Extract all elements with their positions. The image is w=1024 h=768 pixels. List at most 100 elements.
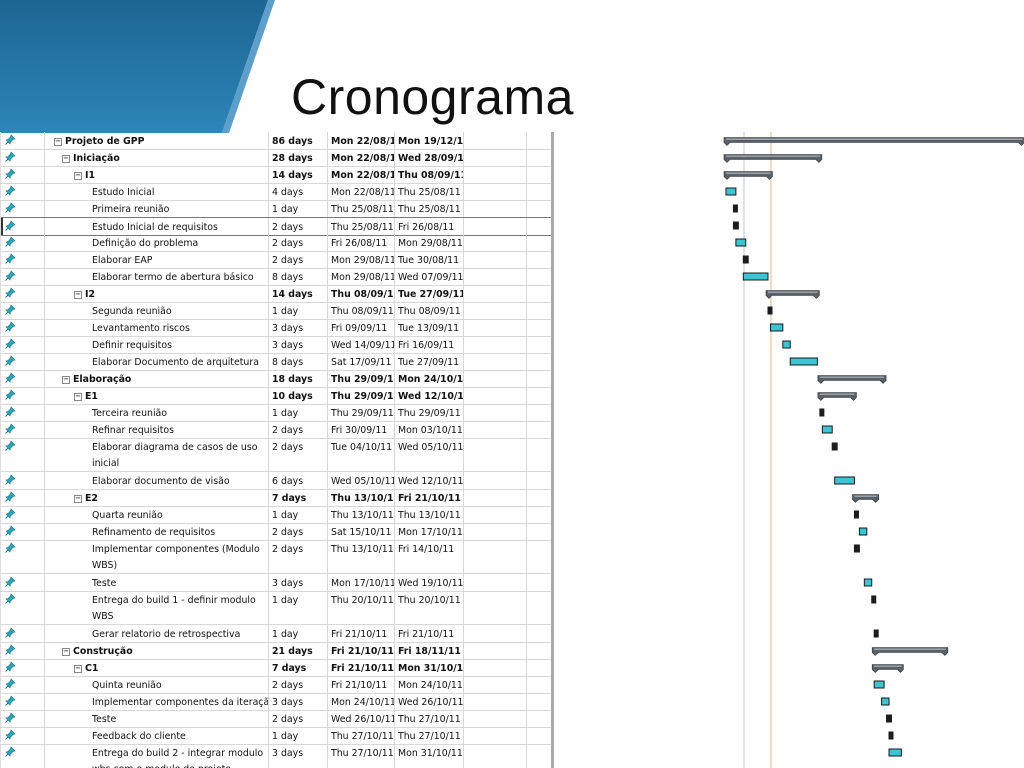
task-resources[interactable] (527, 727, 554, 744)
task-row[interactable]: Elaborar diagrama de casos de uso inicia… (1, 438, 554, 472)
gantt-task-bar[interactable] (725, 187, 737, 196)
task-resources[interactable] (527, 166, 554, 183)
task-predecessors[interactable] (464, 744, 527, 768)
task-row[interactable]: Quarta reunião 1 day Thu 13/10/11 Thu 13/10… (1, 506, 554, 524)
task-finish[interactable]: Thu 27/10/11 (395, 727, 464, 744)
task-start[interactable]: Thu 13/10/11 (328, 506, 395, 523)
task-predecessors[interactable] (464, 285, 527, 302)
task-predecessors[interactable] (464, 319, 527, 336)
task-duration[interactable]: 7 days (269, 489, 328, 506)
task-finish[interactable]: Thu 25/08/11 (395, 183, 464, 200)
gantt-task-bar[interactable] (834, 476, 855, 485)
task-row[interactable]: Segunda reunião 1 day Thu 08/09/11 Thu 08/0… (1, 302, 554, 320)
task-predecessors[interactable] (464, 370, 527, 387)
task-predecessors[interactable] (464, 268, 527, 285)
gantt-task-bar[interactable] (789, 357, 818, 366)
task-row[interactable]: − Elaboração 18 days Thu 29/09/11 Mon 24/10/… (1, 370, 554, 388)
task-finish[interactable]: Wed 07/09/11 (395, 268, 464, 285)
task-start[interactable]: Sat 15/10/11 (328, 523, 395, 540)
task-resources[interactable] (527, 591, 554, 624)
task-predecessors[interactable] (464, 149, 527, 166)
gantt-task-bar[interactable] (732, 221, 739, 230)
task-start[interactable]: Thu 29/09/11 (328, 387, 395, 404)
task-name-cell[interactable]: Elaborar termo de abertura básico (45, 268, 269, 285)
task-row[interactable]: Elaborar termo de abertura básico 8 days M… (1, 268, 554, 286)
gantt-task-bar[interactable] (888, 748, 902, 757)
task-predecessors[interactable] (464, 693, 527, 710)
task-start[interactable]: Thu 13/10/11 (328, 489, 395, 506)
task-finish[interactable]: Mon 03/10/11 (395, 421, 464, 438)
task-resources[interactable] (527, 693, 554, 710)
task-predecessors[interactable] (464, 676, 527, 693)
task-duration[interactable]: 3 days (269, 744, 328, 768)
task-finish[interactable]: Mon 24/10/11 (395, 676, 464, 693)
task-start[interactable]: Mon 17/10/11 (328, 574, 395, 591)
task-row[interactable]: Elaborar Documento de arquitetura 8 days S… (1, 353, 554, 371)
task-name-cell[interactable]: Quinta reunião (45, 676, 269, 693)
task-finish[interactable]: Mon 29/08/11 (395, 234, 464, 251)
task-predecessors[interactable] (464, 200, 527, 217)
task-start[interactable]: Mon 22/08/11 (328, 132, 395, 149)
task-predecessors[interactable] (464, 540, 527, 573)
task-duration[interactable]: 2 days (269, 251, 328, 268)
task-name-cell[interactable]: − Construção (45, 642, 269, 659)
task-row[interactable]: Elaborar EAP 2 days Mon 29/08/11 Tue 30/08/… (1, 251, 554, 269)
task-duration[interactable]: 7 days (269, 659, 328, 676)
task-duration[interactable]: 28 days (269, 149, 328, 166)
task-name-cell[interactable]: Teste (45, 574, 269, 591)
task-predecessors[interactable] (464, 353, 527, 370)
task-resources[interactable] (527, 132, 554, 149)
task-resources[interactable] (527, 438, 554, 471)
task-finish[interactable]: Wed 19/10/11 (395, 574, 464, 591)
task-name-cell[interactable]: Entrega do build 1 - definir modulo WBS (45, 591, 269, 624)
task-resources[interactable] (527, 659, 554, 676)
gantt-task-bar[interactable] (863, 578, 873, 587)
task-resources[interactable] (527, 489, 554, 506)
task-row[interactable]: Definir requisitos 3 days Wed 14/09/11 Fri … (1, 336, 554, 354)
task-start[interactable]: Wed 26/10/11 (328, 710, 395, 727)
task-name-cell[interactable]: Quarta reunião (45, 506, 269, 523)
collapse-icon[interactable]: − (74, 392, 82, 401)
task-start[interactable]: Thu 25/08/11 (328, 218, 395, 235)
task-start[interactable]: Mon 22/08/11 (328, 166, 395, 183)
task-row[interactable]: Entrega do build 1 - definir modulo WBS 1… (1, 591, 554, 625)
task-predecessors[interactable] (464, 302, 527, 319)
task-predecessors[interactable] (464, 421, 527, 438)
task-name-cell[interactable]: Primeira reunião (45, 200, 269, 217)
task-name-cell[interactable]: Definir requisitos (45, 336, 269, 353)
task-start[interactable]: Mon 22/08/11 (328, 149, 395, 166)
gantt-task-bar[interactable] (858, 527, 868, 536)
task-duration[interactable]: 2 days (269, 234, 328, 251)
task-finish[interactable]: Tue 30/08/11 (395, 251, 464, 268)
task-resources[interactable] (527, 506, 554, 523)
task-name-cell[interactable]: Entrega do build 2 - integrar modulo wbs… (45, 744, 269, 768)
task-resources[interactable] (527, 523, 554, 540)
task-resources[interactable] (527, 251, 554, 268)
task-start[interactable]: Fri 21/10/11 (328, 642, 395, 659)
task-resources[interactable] (527, 404, 554, 421)
task-finish[interactable]: Mon 17/10/11 (395, 523, 464, 540)
task-finish[interactable]: Wed 28/09/11 (395, 149, 464, 166)
gantt-task-bar[interactable] (873, 680, 885, 689)
task-duration[interactable]: 1 day (269, 302, 328, 319)
task-duration[interactable]: 3 days (269, 319, 328, 336)
collapse-icon[interactable]: − (74, 494, 82, 503)
task-finish[interactable]: Wed 12/10/11 (395, 472, 464, 489)
task-name-cell[interactable]: Refinamento de requisitos (45, 523, 269, 540)
task-duration[interactable]: 2 days (269, 676, 328, 693)
task-resources[interactable] (527, 472, 554, 489)
task-row[interactable]: Feedback do cliente 1 day Thu 27/10/11 Thu … (1, 727, 554, 745)
task-predecessors[interactable] (464, 574, 527, 591)
collapse-icon[interactable]: − (74, 664, 82, 673)
task-predecessors[interactable] (464, 438, 527, 471)
task-start[interactable]: Fri 09/09/11 (328, 319, 395, 336)
task-name-cell[interactable]: Gerar relatorio de retrospectiva (45, 625, 269, 642)
task-start[interactable]: Fri 21/10/11 (328, 659, 395, 676)
task-predecessors[interactable] (464, 218, 527, 235)
gantt-task-bar[interactable] (853, 544, 860, 553)
task-row[interactable]: − E2 7 days Thu 13/10/11 Fri 21/10/11 (1, 489, 554, 507)
task-duration[interactable]: 1 day (269, 506, 328, 523)
task-duration[interactable]: 1 day (269, 200, 328, 217)
